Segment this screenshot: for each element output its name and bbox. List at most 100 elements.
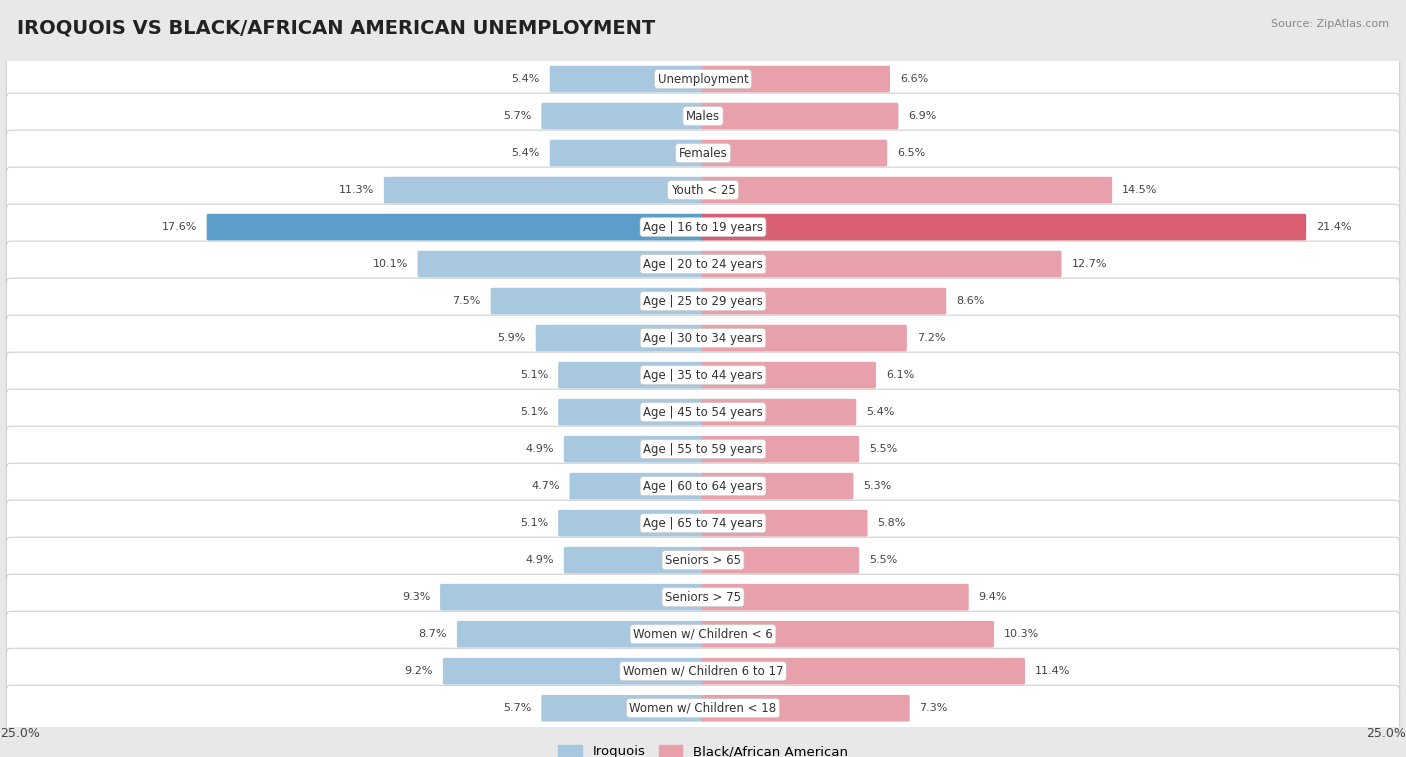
FancyBboxPatch shape	[702, 103, 898, 129]
FancyBboxPatch shape	[6, 278, 1400, 324]
FancyBboxPatch shape	[702, 177, 1112, 204]
Text: Women w/ Children < 6: Women w/ Children < 6	[633, 628, 773, 640]
FancyBboxPatch shape	[702, 547, 859, 574]
Text: Age | 45 to 54 years: Age | 45 to 54 years	[643, 406, 763, 419]
FancyBboxPatch shape	[558, 510, 704, 537]
FancyBboxPatch shape	[6, 130, 1400, 176]
FancyBboxPatch shape	[702, 213, 1306, 241]
FancyBboxPatch shape	[6, 500, 1400, 546]
FancyBboxPatch shape	[6, 315, 1400, 361]
Text: Age | 65 to 74 years: Age | 65 to 74 years	[643, 517, 763, 530]
FancyBboxPatch shape	[6, 241, 1400, 287]
FancyBboxPatch shape	[702, 325, 907, 351]
FancyBboxPatch shape	[207, 213, 704, 241]
FancyBboxPatch shape	[702, 399, 856, 425]
Text: 4.9%: 4.9%	[526, 555, 554, 565]
Text: 9.2%: 9.2%	[405, 666, 433, 676]
FancyBboxPatch shape	[558, 362, 704, 388]
FancyBboxPatch shape	[702, 288, 946, 314]
Text: 6.6%: 6.6%	[900, 74, 928, 84]
Text: 6.5%: 6.5%	[897, 148, 925, 158]
Legend: Iroquois, Black/African American: Iroquois, Black/African American	[553, 740, 853, 757]
FancyBboxPatch shape	[6, 204, 1400, 250]
FancyBboxPatch shape	[6, 56, 1400, 102]
Text: 5.8%: 5.8%	[877, 519, 905, 528]
FancyBboxPatch shape	[6, 685, 1400, 731]
Text: 5.7%: 5.7%	[503, 111, 531, 121]
FancyBboxPatch shape	[702, 140, 887, 167]
FancyBboxPatch shape	[6, 352, 1400, 398]
Text: 4.9%: 4.9%	[526, 444, 554, 454]
Text: 12.7%: 12.7%	[1071, 259, 1107, 269]
Text: 8.6%: 8.6%	[956, 296, 984, 306]
Text: Age | 35 to 44 years: Age | 35 to 44 years	[643, 369, 763, 382]
FancyBboxPatch shape	[457, 621, 704, 647]
FancyBboxPatch shape	[550, 66, 704, 92]
Text: Males: Males	[686, 110, 720, 123]
Text: 8.7%: 8.7%	[419, 629, 447, 639]
Text: Females: Females	[679, 147, 727, 160]
FancyBboxPatch shape	[541, 103, 704, 129]
FancyBboxPatch shape	[569, 473, 704, 500]
Text: 5.1%: 5.1%	[520, 370, 548, 380]
Text: Seniors > 65: Seniors > 65	[665, 553, 741, 567]
FancyBboxPatch shape	[6, 537, 1400, 583]
Text: Women w/ Children 6 to 17: Women w/ Children 6 to 17	[623, 665, 783, 678]
FancyBboxPatch shape	[6, 648, 1400, 694]
Text: 5.1%: 5.1%	[520, 407, 548, 417]
FancyBboxPatch shape	[6, 575, 1400, 620]
Text: Age | 20 to 24 years: Age | 20 to 24 years	[643, 257, 763, 270]
Text: 11.4%: 11.4%	[1035, 666, 1070, 676]
Text: Seniors > 75: Seniors > 75	[665, 590, 741, 603]
FancyBboxPatch shape	[558, 399, 704, 425]
Text: Age | 30 to 34 years: Age | 30 to 34 years	[643, 332, 763, 344]
Text: Age | 55 to 59 years: Age | 55 to 59 years	[643, 443, 763, 456]
FancyBboxPatch shape	[440, 584, 704, 610]
Text: 25.0%: 25.0%	[0, 727, 39, 740]
Text: 7.3%: 7.3%	[920, 703, 948, 713]
FancyBboxPatch shape	[541, 695, 704, 721]
FancyBboxPatch shape	[6, 389, 1400, 435]
FancyBboxPatch shape	[702, 658, 1025, 684]
FancyBboxPatch shape	[6, 611, 1400, 657]
Text: 10.1%: 10.1%	[373, 259, 408, 269]
FancyBboxPatch shape	[536, 325, 704, 351]
Text: 4.7%: 4.7%	[531, 481, 560, 491]
FancyBboxPatch shape	[702, 362, 876, 388]
FancyBboxPatch shape	[564, 547, 704, 574]
Text: IROQUOIS VS BLACK/AFRICAN AMERICAN UNEMPLOYMENT: IROQUOIS VS BLACK/AFRICAN AMERICAN UNEMP…	[17, 19, 655, 38]
FancyBboxPatch shape	[702, 695, 910, 721]
Text: 5.4%: 5.4%	[866, 407, 894, 417]
Text: 14.5%: 14.5%	[1122, 185, 1157, 195]
FancyBboxPatch shape	[6, 167, 1400, 213]
FancyBboxPatch shape	[702, 621, 994, 647]
FancyBboxPatch shape	[702, 510, 868, 537]
Text: 17.6%: 17.6%	[162, 222, 197, 232]
FancyBboxPatch shape	[550, 140, 704, 167]
FancyBboxPatch shape	[443, 658, 704, 684]
FancyBboxPatch shape	[564, 436, 704, 463]
Text: 5.5%: 5.5%	[869, 555, 897, 565]
Text: Age | 25 to 29 years: Age | 25 to 29 years	[643, 294, 763, 307]
FancyBboxPatch shape	[6, 463, 1400, 509]
Text: 7.2%: 7.2%	[917, 333, 945, 343]
Text: 9.3%: 9.3%	[402, 592, 430, 602]
Text: 5.1%: 5.1%	[520, 519, 548, 528]
FancyBboxPatch shape	[702, 66, 890, 92]
Text: 25.0%: 25.0%	[1367, 727, 1406, 740]
Text: 5.9%: 5.9%	[498, 333, 526, 343]
Text: 6.9%: 6.9%	[908, 111, 936, 121]
Text: 5.4%: 5.4%	[512, 74, 540, 84]
Text: Unemployment: Unemployment	[658, 73, 748, 86]
Text: 5.4%: 5.4%	[512, 148, 540, 158]
Text: 9.4%: 9.4%	[979, 592, 1007, 602]
Text: 21.4%: 21.4%	[1316, 222, 1351, 232]
Text: 11.3%: 11.3%	[339, 185, 374, 195]
Text: 5.3%: 5.3%	[863, 481, 891, 491]
Text: Age | 60 to 64 years: Age | 60 to 64 years	[643, 480, 763, 493]
FancyBboxPatch shape	[702, 473, 853, 500]
FancyBboxPatch shape	[6, 93, 1400, 139]
Text: 5.5%: 5.5%	[869, 444, 897, 454]
Text: 10.3%: 10.3%	[1004, 629, 1039, 639]
FancyBboxPatch shape	[418, 251, 704, 277]
